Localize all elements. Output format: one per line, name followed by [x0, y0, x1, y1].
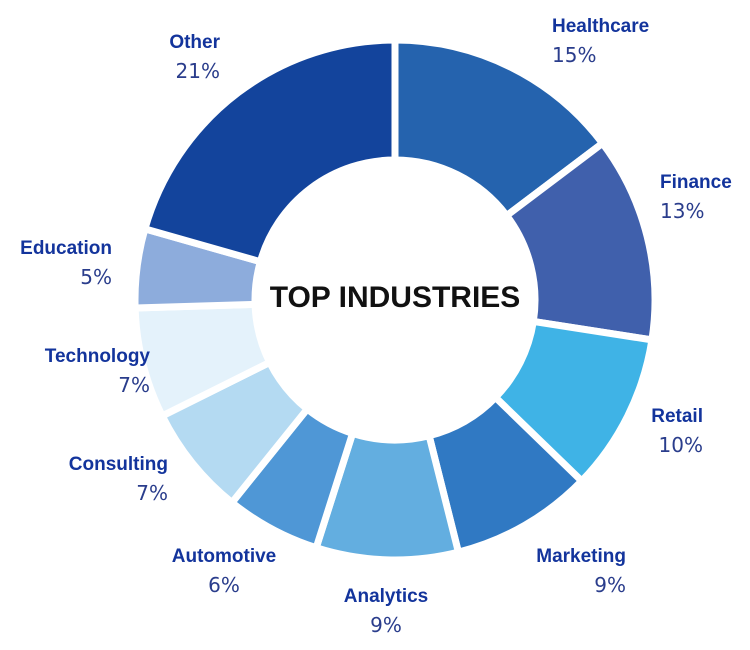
label-finance: Finance 13%: [660, 172, 732, 223]
value-label-automotive: 6%: [208, 573, 240, 597]
category-label-technology: Technology: [45, 346, 151, 367]
category-label-retail: Retail: [651, 406, 703, 427]
slice-labels: Healthcare 15% Finance 13% Retail 10% Marketin…: [20, 16, 732, 637]
label-retail: Retail 10%: [651, 406, 703, 457]
category-label-consulting: Consulting: [69, 454, 168, 475]
label-education: Education 5%: [20, 238, 112, 289]
category-label-healthcare: Healthcare: [552, 16, 649, 37]
category-label-finance: Finance: [660, 172, 732, 193]
label-marketing: Marketing 9%: [536, 546, 626, 597]
value-label-marketing: 9%: [594, 573, 626, 597]
category-label-automotive: Automotive: [172, 546, 277, 567]
label-consulting: Consulting 7%: [69, 454, 168, 505]
label-technology: Technology 7%: [45, 346, 151, 397]
label-analytics: Analytics 9%: [344, 586, 428, 637]
value-label-retail: 10%: [659, 433, 703, 457]
label-automotive: Automotive 6%: [172, 546, 277, 597]
category-label-other: Other: [169, 32, 220, 53]
category-label-analytics: Analytics: [344, 586, 428, 607]
value-label-consulting: 7%: [136, 481, 168, 505]
value-label-technology: 7%: [118, 373, 150, 397]
value-label-other: 21%: [176, 59, 220, 83]
slice-other: [140, 36, 399, 267]
donut-slices: [131, 36, 659, 564]
label-other: Other 21%: [169, 32, 220, 83]
chart-title: TOP INDUSTRIES: [270, 281, 521, 314]
category-label-education: Education: [20, 238, 112, 259]
category-label-marketing: Marketing: [536, 546, 626, 567]
value-label-education: 5%: [80, 265, 112, 289]
value-label-healthcare: 15%: [552, 43, 596, 67]
value-label-analytics: 9%: [370, 613, 402, 637]
value-label-finance: 13%: [660, 199, 704, 223]
label-healthcare: Healthcare 15%: [552, 16, 649, 67]
